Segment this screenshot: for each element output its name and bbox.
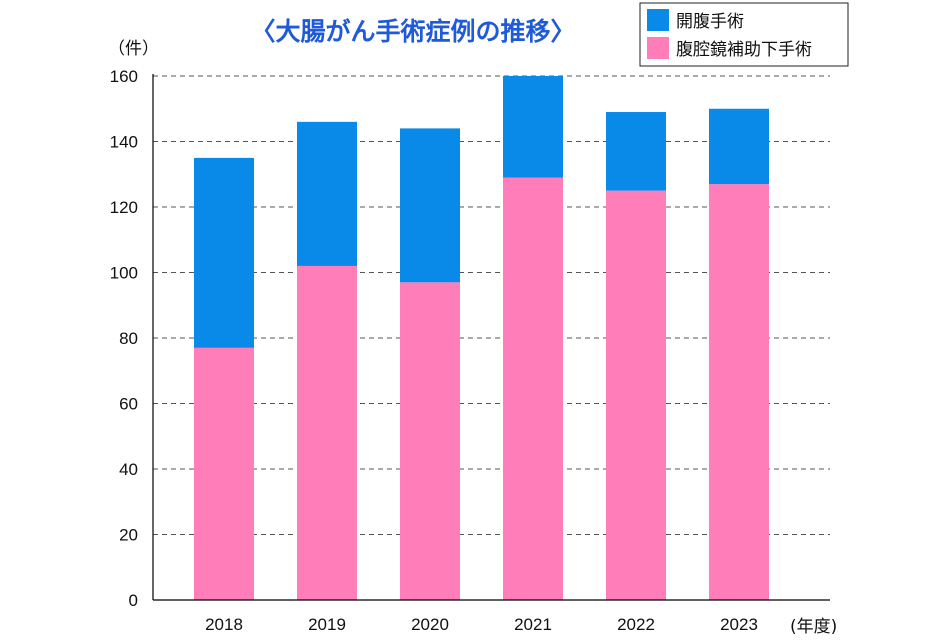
y-tick-label: 0: [129, 591, 138, 610]
y-tick-label: 160: [110, 67, 138, 86]
bar-segment-open-2023: [709, 108, 769, 185]
y-axis-unit-label: （件）: [108, 39, 159, 59]
gridlines: [153, 75, 830, 535]
legend-label-open-surgery: 開腹手術: [676, 12, 744, 32]
axes: [152, 74, 830, 601]
legend-swatch-laparoscopic-surgery: [647, 37, 669, 59]
bar-segment-open-2019: [297, 121, 357, 266]
x-tick-label: 2018: [205, 615, 243, 634]
y-tick-labels: 0 20 40 60 80 100 120 140 160: [110, 67, 138, 610]
x-tick-label: 2022: [617, 615, 655, 634]
bar-segment-laparoscopic-2020: [400, 282, 460, 600]
bar-segment-laparoscopic-2022: [606, 190, 666, 600]
y-tick-label: 120: [110, 198, 138, 217]
bar-segment-laparoscopic-2021: [503, 177, 563, 600]
chart-title: 〈大腸がん手術症例の推移〉: [250, 17, 575, 46]
bars: [194, 76, 769, 600]
y-tick-label: 140: [110, 133, 138, 152]
x-tick-label: 2021: [514, 615, 552, 634]
legend-swatch-open-surgery: [647, 9, 669, 31]
bar-segment-open-2022: [606, 112, 666, 191]
bar-segment-laparoscopic-2018: [194, 347, 254, 600]
legend-label-laparoscopic-surgery: 腹腔鏡補助下手術: [676, 40, 812, 60]
y-tick-label: 20: [119, 526, 138, 545]
bar-segment-open-2021: [503, 76, 563, 178]
bar-segment-open-2018: [194, 157, 254, 348]
y-tick-label: 80: [119, 329, 138, 348]
y-tick-label: 40: [119, 460, 138, 479]
bar-segment-laparoscopic-2019: [297, 265, 357, 600]
y-tick-label: 60: [119, 395, 138, 414]
x-tick-label: 2019: [308, 615, 346, 634]
x-tick-labels: 2018 2019 2020 2021 2022 2023: [205, 615, 758, 634]
x-tick-label: 2023: [720, 615, 758, 634]
y-tick-label: 100: [110, 264, 138, 283]
legend-box: [639, 2, 849, 67]
bar-segment-open-2020: [400, 128, 460, 283]
legend: 開腹手術 腹腔鏡補助下手術: [639, 2, 849, 67]
x-axis-unit-label: (年度): [790, 617, 837, 637]
x-tick-label: 2020: [411, 615, 449, 634]
bar-segment-laparoscopic-2023: [709, 184, 769, 600]
